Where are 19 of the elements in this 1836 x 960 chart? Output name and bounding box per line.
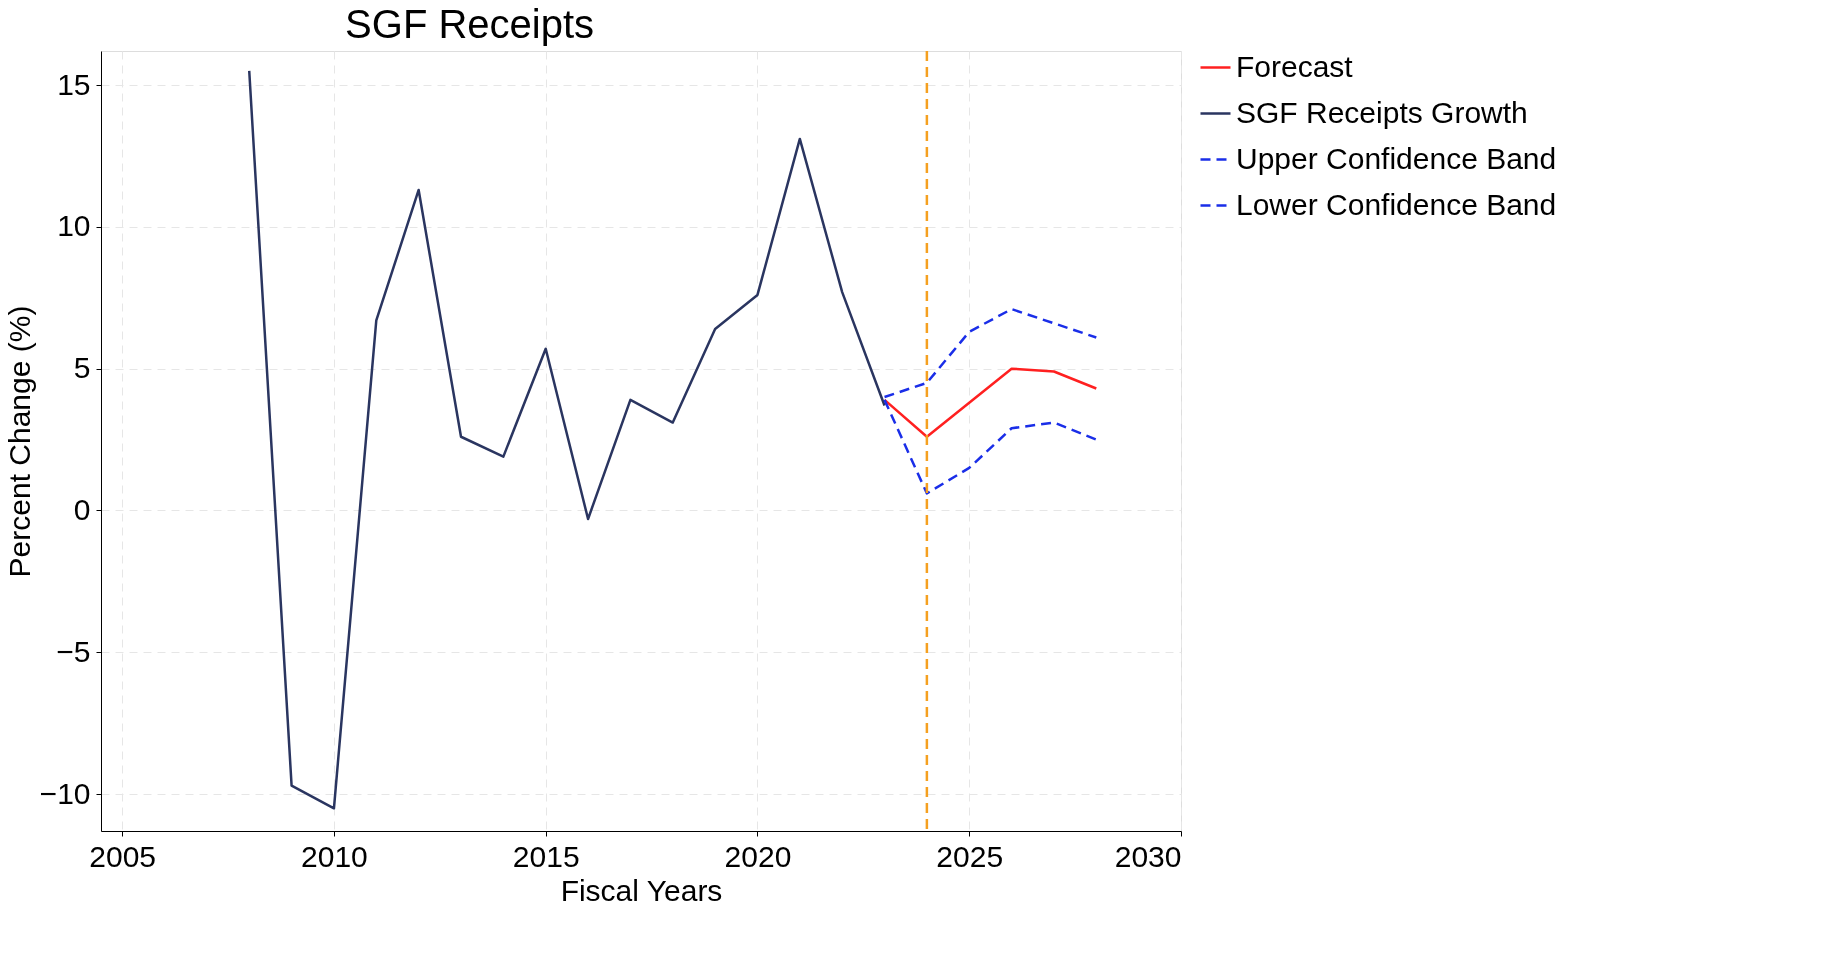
x-tick-label: 2030 [1114,839,1182,873]
x-tick-label: 2005 [89,839,157,873]
y-tick-label: 10 [57,209,91,243]
y-tick-label: 0 [73,492,91,526]
legend-label: Lower Confidence Band [1236,187,1557,221]
y-tick-label: 5 [73,351,91,385]
y-tick-label: 15 [57,67,91,101]
y-axis-title: Percent Change (%) [2,305,36,578]
x-tick-label: 2020 [724,839,792,873]
x-tick-label: 2025 [936,839,1004,873]
y-tick-label: −5 [56,634,91,668]
chart-title: SGF Receipts [345,1,595,46]
x-tick-label: 2010 [301,839,368,873]
x-tick-label: 2015 [512,839,580,873]
legend-label: SGF Receipts Growth [1236,95,1528,129]
x-axis-title: Fiscal Years [560,873,723,907]
legend-label: Upper Confidence Band [1236,141,1557,175]
y-tick-label: −10 [39,776,91,810]
legend-label: Forecast [1236,49,1354,83]
